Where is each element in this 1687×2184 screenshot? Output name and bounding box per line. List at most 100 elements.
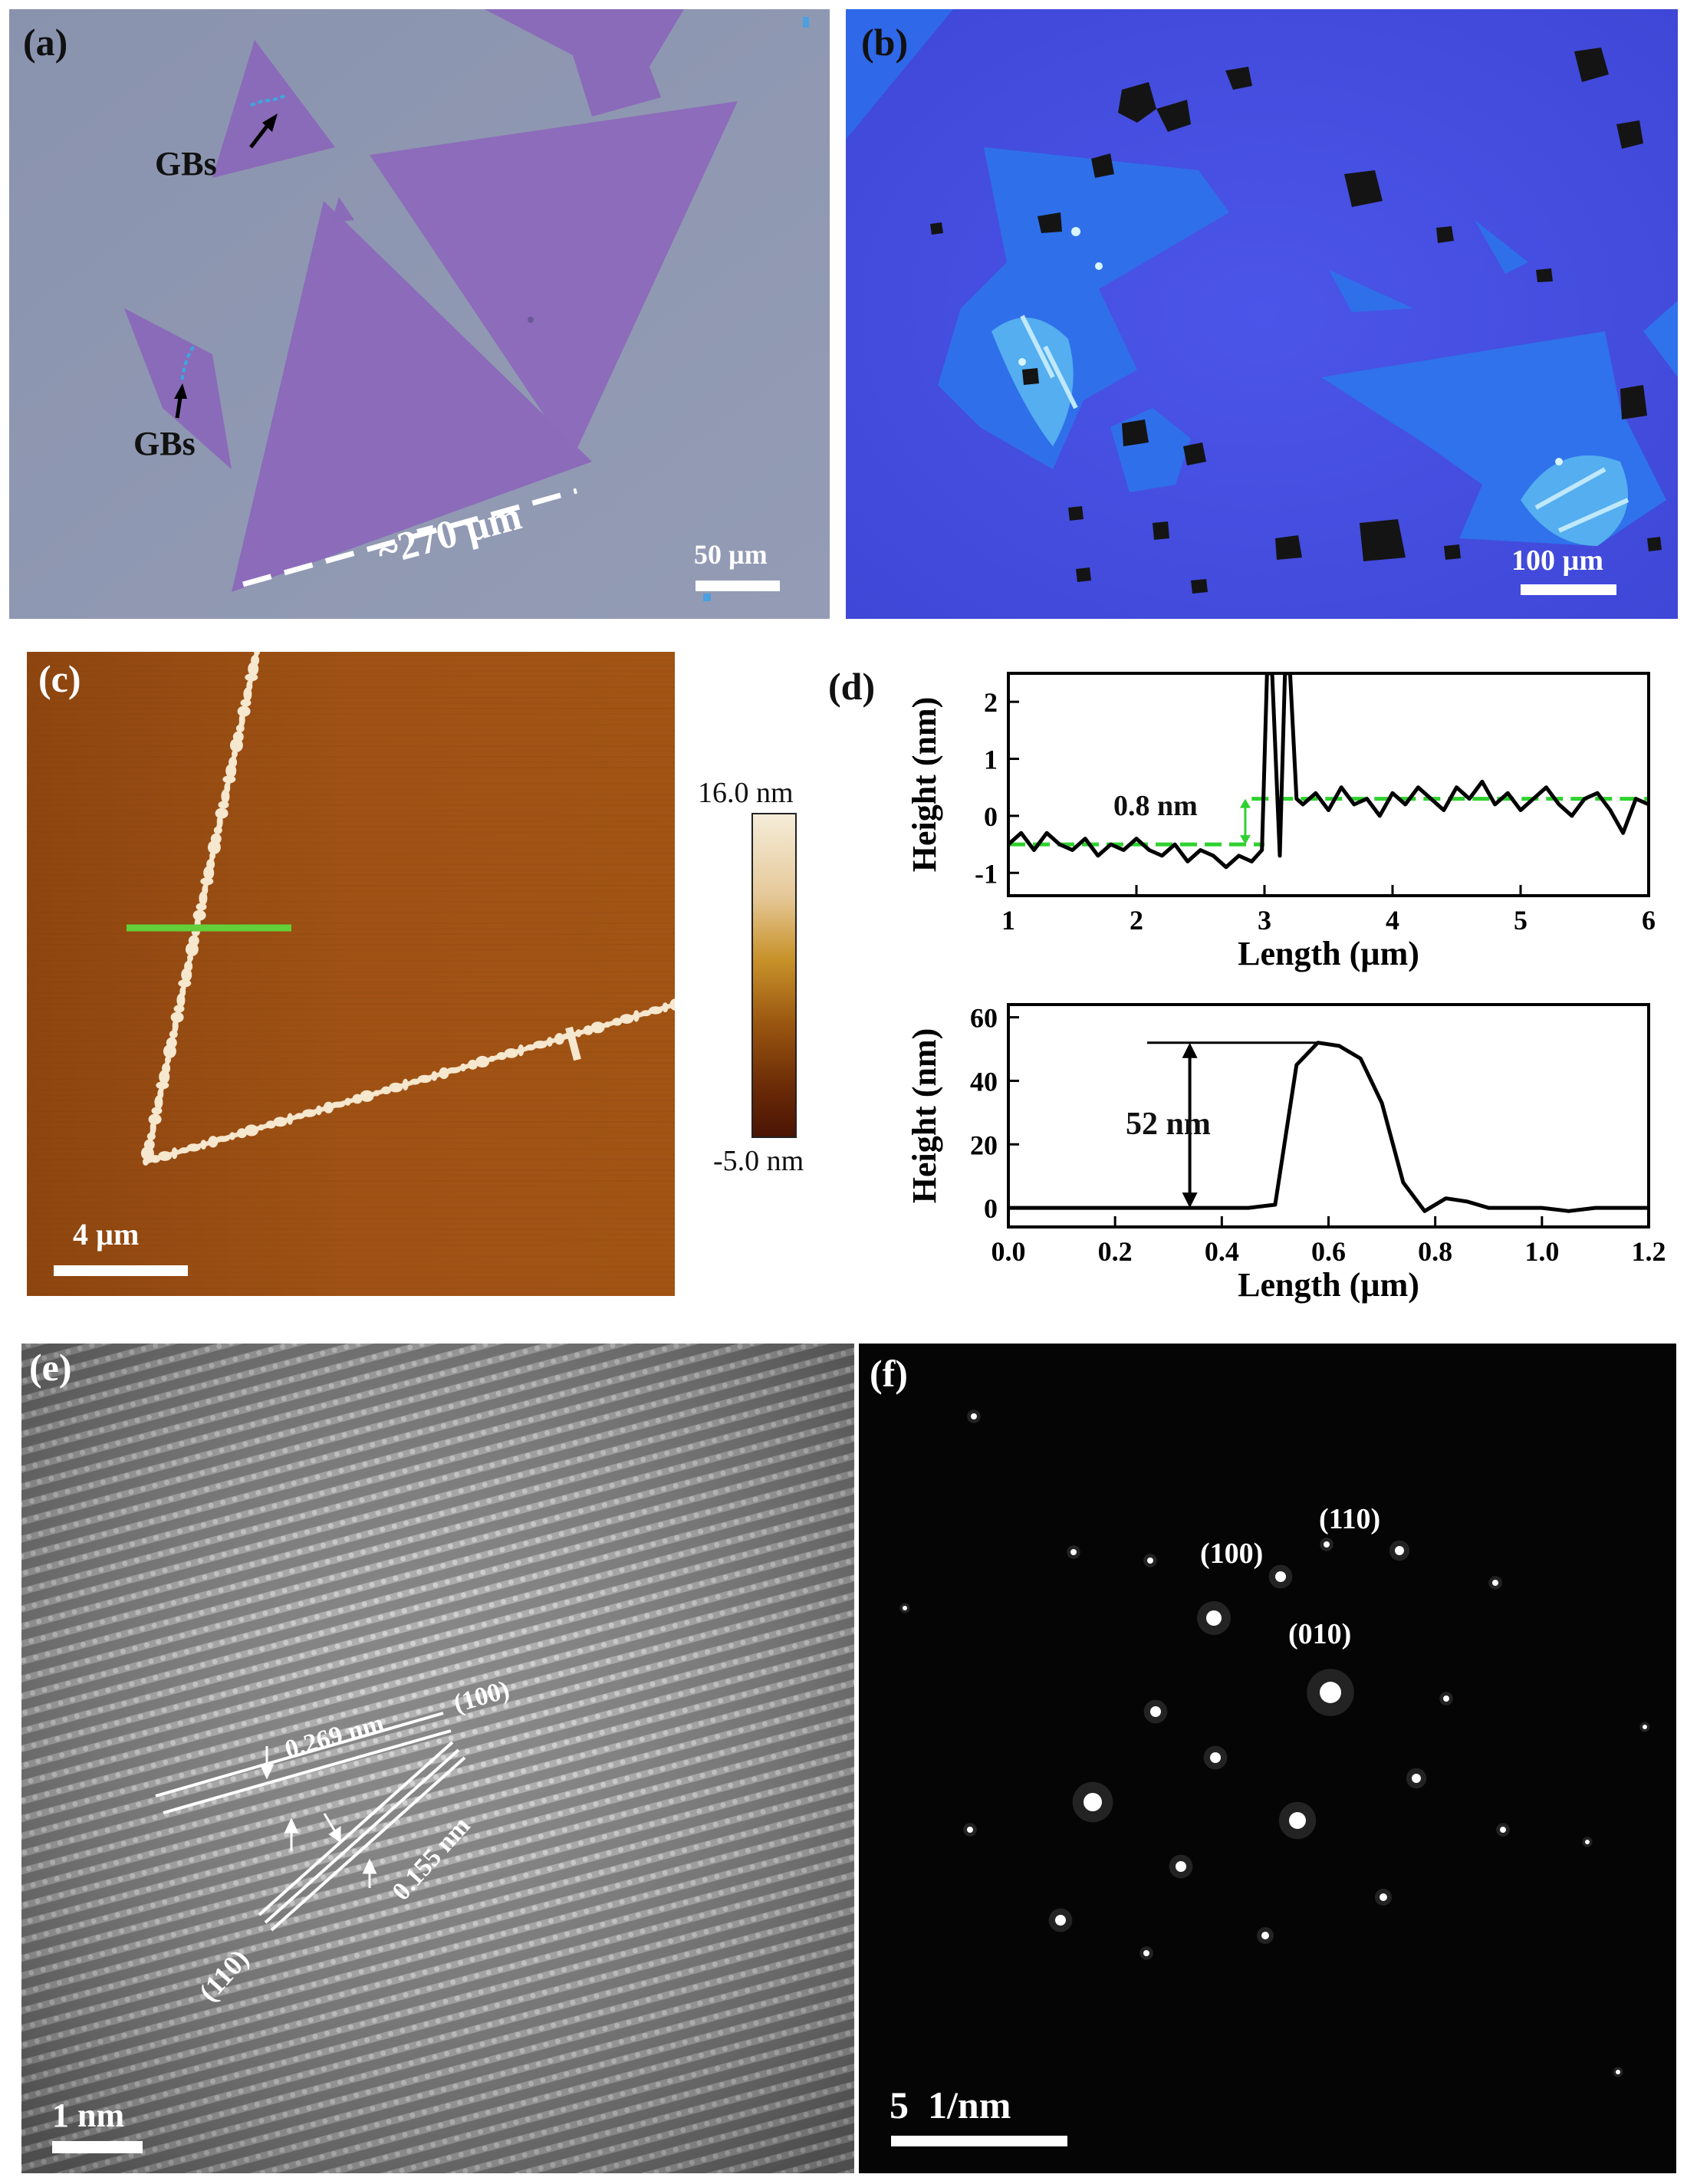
x-axis-label: Length (µm) <box>1238 1266 1419 1304</box>
panel-e-lattice <box>21 1344 854 2173</box>
x-tick-label: 0.0 <box>991 1236 1026 1267</box>
x-tick-label: 3 <box>1258 905 1271 936</box>
x-tick-label: 1.0 <box>1524 1236 1559 1267</box>
panel-e-hrtem-image: (e) 0.269 nm (100) 0.155 nm (110) 1 nm <box>21 1344 854 2173</box>
x-tick-label: 0.6 <box>1311 1236 1346 1267</box>
scale-bar-label: 100 µm <box>1511 544 1604 577</box>
diffraction-spot <box>1395 1546 1404 1555</box>
diffraction-spot <box>1616 2070 1620 2074</box>
y-tick-label: 0 <box>984 1193 998 1224</box>
scale-bar <box>54 1265 188 1276</box>
scale-bar-label: 1 nm <box>52 2097 125 2134</box>
scale-bar-label: 5 1/nm <box>890 2084 1011 2126</box>
diffraction-spot <box>1143 1950 1149 1956</box>
scale-bar-label: 50 µm <box>694 539 768 570</box>
diffraction-spot <box>1412 1774 1421 1783</box>
panel-d-label: (d) <box>828 665 876 708</box>
x-tick-label: 1 <box>1001 905 1015 936</box>
crystal-flake <box>938 147 1229 469</box>
diffraction-spot <box>1643 1725 1647 1729</box>
diffraction-spot <box>1585 1840 1590 1844</box>
crystal-flake <box>124 308 232 469</box>
crystal-flake <box>485 9 684 117</box>
panel-a-label: (a) <box>23 21 68 64</box>
y-axis-label: Height (nm) <box>906 1028 943 1204</box>
panel-c-afm-image: (c) 4 µm <box>27 652 675 1296</box>
crystal-flake <box>232 201 592 592</box>
scale-bar <box>1521 584 1616 595</box>
crystal-flake <box>846 9 953 140</box>
diffraction-spot <box>1443 1696 1449 1702</box>
y-tick-label: 1 <box>984 745 998 775</box>
data-series-line <box>1008 1041 1649 1213</box>
diffraction-spot <box>1176 1861 1186 1872</box>
x-tick-label: 0.4 <box>1205 1236 1239 1267</box>
x-axis-label: Length (µm) <box>1238 935 1419 972</box>
x-tick-label: 4 <box>1386 905 1399 936</box>
crystal-flake <box>1475 220 1528 274</box>
diffraction-spot <box>971 1413 977 1419</box>
panel-a-crystals <box>9 9 830 619</box>
diffraction-spot <box>1320 1682 1341 1703</box>
panel-c-afm-map <box>27 652 675 1296</box>
panel-b-crystals <box>846 9 1678 619</box>
x-tick-label: 1.2 <box>1632 1236 1666 1267</box>
diffraction-spot <box>1261 1932 1269 1939</box>
diffraction-spot-label: (110) <box>1319 1503 1381 1535</box>
diffraction-spot <box>1070 1549 1077 1555</box>
colorbar-min-label: -5.0 nm <box>713 1145 804 1177</box>
panel-f-spots <box>859 1344 1676 2173</box>
diffraction-spot <box>1324 1541 1330 1548</box>
crystal-flake <box>1329 270 1413 312</box>
line-profile-marker <box>565 1026 581 1061</box>
plot-frame <box>1007 1003 1650 1228</box>
diffraction-spot <box>1492 1580 1498 1586</box>
diffraction-spot-label: (100) <box>1200 1538 1264 1570</box>
diffraction-spot-label: (010) <box>1288 1618 1352 1650</box>
y-tick-label: -1 <box>975 858 998 889</box>
data-series-line <box>1008 673 1649 870</box>
panel-f-diffraction-pattern: (f) (110) (100) (010) 5 1/nm <box>859 1344 1676 2173</box>
x-tick-label: 6 <box>1642 905 1656 936</box>
diffraction-spot <box>967 1827 973 1833</box>
y-tick-label: 60 <box>970 1003 998 1034</box>
panel-b-label: (b) <box>861 21 909 64</box>
panel-e-label: (e) <box>29 1346 72 1389</box>
panel-b-optical-image: (b) 100 µm <box>846 9 1678 619</box>
y-tick-label: 40 <box>970 1066 998 1097</box>
x-tick-label: 0.2 <box>1098 1236 1133 1267</box>
diffraction-spot <box>1150 1706 1161 1717</box>
panel-c-label: (c) <box>38 657 81 700</box>
diffraction-spot <box>1500 1827 1506 1833</box>
scale-bar <box>52 2141 143 2153</box>
x-tick-label: 5 <box>1514 905 1528 936</box>
diffraction-spot <box>903 1606 907 1610</box>
scale-bar <box>696 581 780 591</box>
step-height-label: 0.8 nm <box>1113 790 1198 822</box>
y-tick-label: 2 <box>984 687 998 718</box>
y-tick-label: 0 <box>984 801 998 832</box>
grain-boundary-label: GBs <box>133 425 196 462</box>
diffraction-spot <box>1289 1812 1306 1829</box>
grain-boundary-label: GBs <box>155 145 217 183</box>
plot-frame <box>1007 672 1650 897</box>
diffraction-spot <box>1380 1893 1387 1901</box>
diffraction-spot <box>1210 1752 1221 1763</box>
x-tick-label: 0.8 <box>1418 1236 1452 1267</box>
diffraction-spot <box>1147 1557 1153 1564</box>
scale-bar-label: 4 µm <box>73 1217 140 1252</box>
diffraction-spot <box>1084 1793 1102 1811</box>
diffraction-spot <box>1055 1915 1066 1926</box>
scale-bar <box>891 2136 1067 2146</box>
y-axis-label: Height (nm) <box>906 697 943 873</box>
particle-height-label: 52 nm <box>1126 1107 1211 1142</box>
panel-a-optical-image: (a) GBs GBs ~270 µm 50 µm <box>9 9 830 619</box>
colorbar <box>751 813 797 1138</box>
diffraction-spot <box>1206 1610 1222 1626</box>
x-tick-label: 2 <box>1130 905 1143 936</box>
particles <box>930 48 1662 594</box>
y-tick-label: 20 <box>970 1130 998 1160</box>
crystal-flake <box>212 40 335 178</box>
crystal-flake <box>370 101 738 458</box>
colorbar-max-label: 16.0 nm <box>698 777 794 809</box>
